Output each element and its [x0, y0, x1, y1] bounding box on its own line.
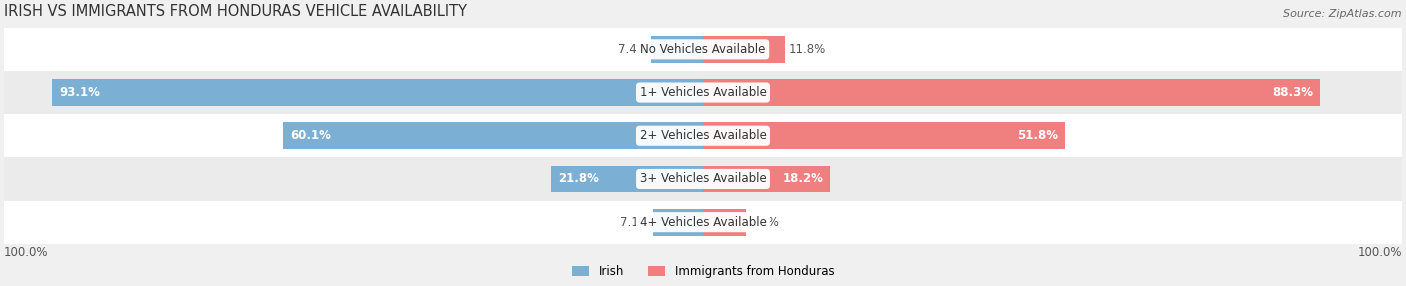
Text: IRISH VS IMMIGRANTS FROM HONDURAS VEHICLE AVAILABILITY: IRISH VS IMMIGRANTS FROM HONDURAS VEHICL… [4, 4, 467, 19]
Text: 11.8%: 11.8% [789, 43, 827, 56]
Text: 1+ Vehicles Available: 1+ Vehicles Available [640, 86, 766, 99]
Bar [4, 200, 1402, 244]
Bar [654, 209, 703, 236]
Bar [651, 36, 703, 63]
Text: 2+ Vehicles Available: 2+ Vehicles Available [640, 129, 766, 142]
Legend: Irish, Immigrants from Honduras: Irish, Immigrants from Honduras [567, 260, 839, 283]
Bar [4, 114, 1402, 157]
Bar [703, 122, 1064, 149]
Bar [4, 157, 1402, 200]
Bar [703, 166, 830, 192]
Text: 3+ Vehicles Available: 3+ Vehicles Available [640, 172, 766, 185]
Text: 60.1%: 60.1% [290, 129, 330, 142]
Bar [283, 122, 703, 149]
Bar [703, 209, 745, 236]
Text: 51.8%: 51.8% [1017, 129, 1057, 142]
Text: 4+ Vehicles Available: 4+ Vehicles Available [640, 216, 766, 229]
Bar [4, 71, 1402, 114]
Text: 88.3%: 88.3% [1272, 86, 1313, 99]
Text: 7.4%: 7.4% [617, 43, 648, 56]
Text: 18.2%: 18.2% [782, 172, 823, 185]
Bar [551, 166, 703, 192]
Text: 100.0%: 100.0% [4, 246, 49, 259]
Text: 100.0%: 100.0% [1357, 246, 1402, 259]
Bar [703, 36, 786, 63]
Text: 93.1%: 93.1% [59, 86, 100, 99]
Text: 7.1%: 7.1% [620, 216, 650, 229]
Text: No Vehicles Available: No Vehicles Available [640, 43, 766, 56]
Text: 6.1%: 6.1% [749, 216, 779, 229]
Bar [52, 79, 703, 106]
Text: 21.8%: 21.8% [558, 172, 599, 185]
Bar [4, 28, 1402, 71]
Bar [703, 79, 1320, 106]
Text: Source: ZipAtlas.com: Source: ZipAtlas.com [1284, 9, 1402, 19]
